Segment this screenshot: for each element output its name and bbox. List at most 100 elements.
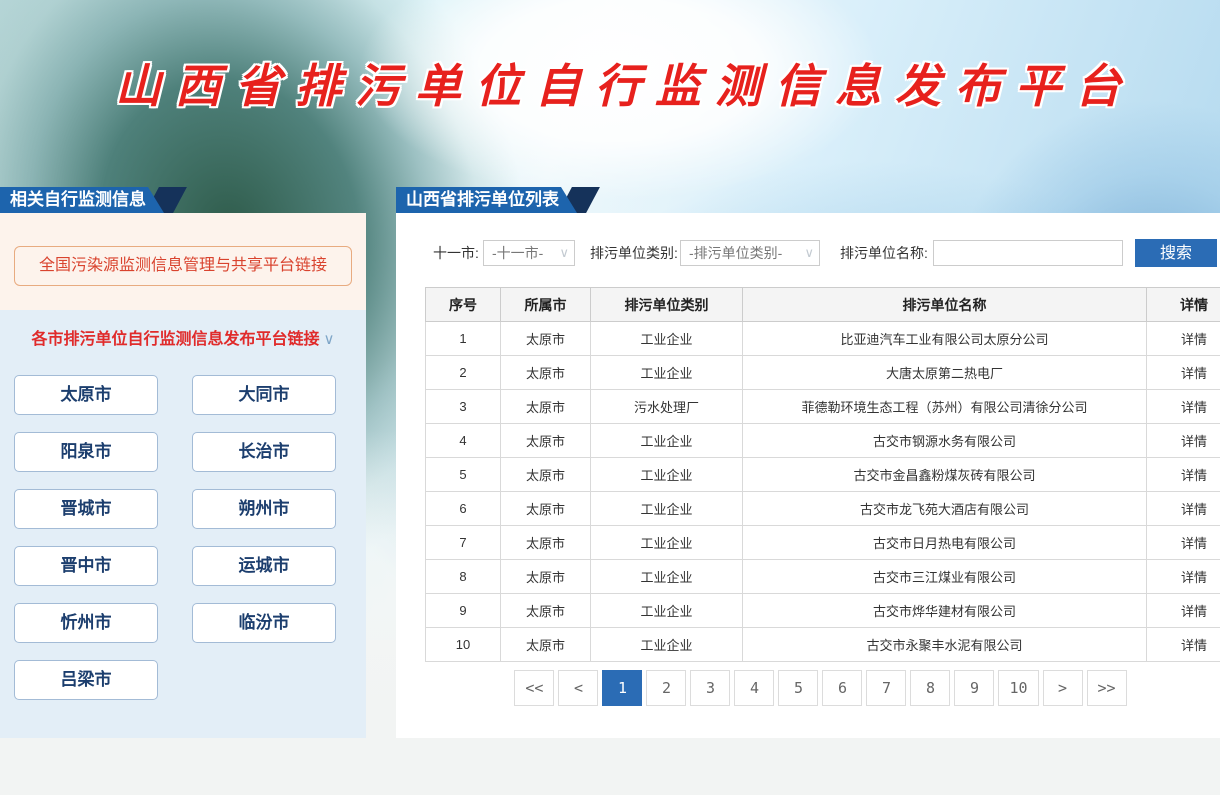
city-select[interactable]: -十一市- ∨	[483, 240, 575, 266]
table-row: 2 太原市 工业企业 大唐太原第二热电厂 详情	[425, 355, 1220, 390]
table-header-row: 序号 所属市 排污单位类别 排污单位名称 详情	[425, 287, 1220, 322]
city-select-value: -十一市-	[492, 245, 544, 261]
column-header: 排污单位类别	[590, 287, 743, 322]
city-button[interactable]: 大同市	[192, 375, 336, 415]
city-button[interactable]: 吕梁市	[14, 660, 158, 700]
cell-city: 太原市	[500, 559, 591, 594]
detail-link[interactable]: 详情	[1146, 593, 1220, 628]
cell-type: 工业企业	[590, 593, 743, 628]
detail-link[interactable]: 详情	[1146, 491, 1220, 526]
cell-name: 古交市三江煤业有限公司	[742, 559, 1147, 594]
pagination-page[interactable]: 4	[734, 670, 775, 706]
cell-index: 6	[425, 491, 501, 526]
cell-name: 古交市金昌鑫粉煤灰砖有限公司	[742, 457, 1147, 492]
column-header: 详情	[1146, 287, 1220, 322]
cell-type: 工业企业	[590, 423, 743, 458]
column-header: 序号	[425, 287, 501, 322]
sidebar-section-title: 相关自行监测信息	[0, 187, 182, 213]
city-filter-label: 十一市:	[433, 245, 479, 261]
cell-city: 太原市	[500, 627, 591, 662]
city-button[interactable]: 朔州市	[192, 489, 336, 529]
table-body: 1 太原市 工业企业 比亚迪汽车工业有限公司太原分公司 详情 2 太原市 工业企业 大唐太原第二…	[425, 321, 1220, 662]
type-select[interactable]: -排污单位类别- ∨	[680, 240, 820, 266]
pagination-page[interactable]: 7	[866, 670, 907, 706]
pagination-page[interactable]: 2	[646, 670, 687, 706]
sidebar-top-section: 全国污染源监测信息管理与共享平台链接	[0, 213, 366, 310]
city-button[interactable]: 晋中市	[14, 546, 158, 586]
detail-link[interactable]: 详情	[1146, 321, 1220, 356]
unit-name-input[interactable]	[933, 240, 1123, 266]
table-row: 8 太原市 工业企业 古交市三江煤业有限公司 详情	[425, 559, 1220, 594]
column-header: 排污单位名称	[742, 287, 1147, 322]
cell-name: 古交市龙飞苑大酒店有限公司	[742, 491, 1147, 526]
pagination-prev[interactable]: <	[558, 670, 599, 706]
pagination-page[interactable]: 9	[954, 670, 995, 706]
city-grid: 太原市 大同市 阳泉市 长治市 晋城市 朔州市 晋中市 运城市 忻州市 临汾市 吕梁市	[14, 375, 352, 700]
chevron-down-icon: ∨	[804, 245, 814, 260]
cell-type: 工业企业	[590, 321, 743, 356]
city-button[interactable]: 长治市	[192, 432, 336, 472]
cell-index: 1	[425, 321, 501, 356]
detail-link[interactable]: 详情	[1146, 355, 1220, 390]
column-header: 所属市	[500, 287, 591, 322]
cell-city: 太原市	[500, 491, 591, 526]
city-button[interactable]: 忻州市	[14, 603, 158, 643]
pagination-page[interactable]: 8	[910, 670, 951, 706]
detail-link[interactable]: 详情	[1146, 423, 1220, 458]
city-button[interactable]: 临汾市	[192, 603, 336, 643]
cell-index: 8	[425, 559, 501, 594]
national-platform-link[interactable]: 全国污染源监测信息管理与共享平台链接	[14, 246, 352, 286]
detail-link[interactable]: 详情	[1146, 525, 1220, 560]
cell-city: 太原市	[500, 593, 591, 628]
cell-name: 大唐太原第二热电厂	[742, 355, 1147, 390]
name-filter-label: 排污单位名称:	[840, 245, 928, 261]
cell-city: 太原市	[500, 389, 591, 424]
unit-list-panel: 十一市: -十一市- ∨ 排污单位类别: -排污单位类别- ∨ 排污单位名称: …	[396, 213, 1220, 738]
unit-table: 序号 所属市 排污单位类别 排污单位名称 详情 1 太原市 工业企业 比亚迪汽车工业有限公司太…	[425, 287, 1220, 662]
pagination: << <1 2 3 4 5 6 7 8 9 10 > >>	[425, 670, 1216, 706]
table-row: 7 太原市 工业企业 古交市日月热电有限公司 详情	[425, 525, 1220, 560]
cell-name: 比亚迪汽车工业有限公司太原分公司	[742, 321, 1147, 356]
pagination-next[interactable]: >	[1042, 670, 1083, 706]
table-row: 10 太原市 工业企业 古交市永聚丰水泥有限公司 详情	[425, 627, 1220, 662]
city-button[interactable]: 太原市	[14, 375, 158, 415]
table-row: 3 太原市 污水处理厂 菲德勒环境生态工程（苏州）有限公司清徐分公司 详情	[425, 389, 1220, 424]
cell-city: 太原市	[500, 423, 591, 458]
pagination-page[interactable]: 5	[778, 670, 819, 706]
search-button[interactable]: 搜索	[1135, 239, 1217, 267]
pagination-page[interactable]: 1	[602, 670, 643, 706]
city-links-header[interactable]: 各市排污单位自行监测信息发布平台链接 ∨	[0, 325, 366, 349]
cell-name: 古交市永聚丰水泥有限公司	[742, 627, 1147, 662]
filter-bar: 十一市: -十一市- ∨ 排污单位类别: -排污单位类别- ∨ 排污单位名称: …	[396, 239, 1220, 267]
cell-index: 7	[425, 525, 501, 560]
detail-link[interactable]: 详情	[1146, 559, 1220, 594]
sidebar-section-tab: 相关自行监测信息	[0, 187, 187, 213]
site-title: 山西省排污单位自行监测信息发布平台	[115, 59, 1135, 113]
pagination-page[interactable]: 3	[690, 670, 731, 706]
type-filter-label: 排污单位类别:	[590, 245, 678, 261]
cell-type: 工业企业	[590, 355, 743, 390]
city-button[interactable]: 阳泉市	[14, 432, 158, 472]
detail-link[interactable]: 详情	[1146, 627, 1220, 662]
cell-type: 污水处理厂	[590, 389, 743, 424]
cell-city: 太原市	[500, 525, 591, 560]
pagination-first[interactable]: <<	[514, 670, 555, 706]
cell-type: 工业企业	[590, 559, 743, 594]
pagination-last[interactable]: >>	[1086, 670, 1127, 706]
detail-link[interactable]: 详情	[1146, 389, 1220, 424]
type-select-value: -排污单位类别-	[689, 245, 783, 261]
city-button[interactable]: 运城市	[192, 546, 336, 586]
cell-name: 古交市烨华建材有限公司	[742, 593, 1147, 628]
sidebar: 全国污染源监测信息管理与共享平台链接 各市排污单位自行监测信息发布平台链接 ∨ 太…	[0, 213, 366, 738]
cell-index: 4	[425, 423, 501, 458]
table-row: 4 太原市 工业企业 古交市钢源水务有限公司 详情	[425, 423, 1220, 458]
main-section-title: 山西省排污单位列表	[396, 187, 595, 213]
detail-link[interactable]: 详情	[1146, 457, 1220, 492]
cell-index: 2	[425, 355, 501, 390]
city-button[interactable]: 晋城市	[14, 489, 158, 529]
pagination-page[interactable]: 6	[822, 670, 863, 706]
pagination-page[interactable]: 10	[998, 670, 1039, 706]
cell-name: 菲德勒环境生态工程（苏州）有限公司清徐分公司	[742, 389, 1147, 424]
cell-type: 工业企业	[590, 627, 743, 662]
main-section-tab: 山西省排污单位列表	[396, 187, 600, 213]
